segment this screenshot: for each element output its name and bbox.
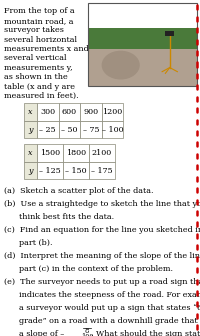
Text: (c)  Find an equation for the line you sketched in: (c) Find an equation for the line you sk… [4, 226, 200, 234]
Bar [24, 103, 37, 121]
Text: mountain road, a: mountain road, a [4, 17, 74, 25]
Text: surveyor takes: surveyor takes [4, 26, 64, 34]
Text: x: x [28, 149, 33, 157]
Text: (a)  Sketch a scatter plot of the data.: (a) Sketch a scatter plot of the data. [4, 187, 154, 196]
Bar [59, 103, 80, 121]
Bar [89, 144, 115, 162]
Text: as shown in the: as shown in the [4, 73, 68, 81]
Bar [37, 162, 63, 179]
Text: (d)  Interpret the meaning of the slope of the line in: (d) Interpret the meaning of the slope o… [4, 252, 200, 260]
Text: 8: 8 [85, 327, 89, 335]
Ellipse shape [102, 51, 140, 80]
Text: 1800: 1800 [66, 149, 86, 157]
Bar [80, 121, 102, 138]
Text: think best fits the data.: think best fits the data. [4, 213, 114, 221]
Text: measurements y,: measurements y, [4, 64, 73, 72]
Bar [24, 162, 37, 179]
Text: 600: 600 [62, 108, 77, 116]
Text: – 75: – 75 [83, 126, 99, 134]
Bar [88, 49, 197, 86]
Bar [102, 103, 123, 121]
Text: – 175: – 175 [91, 167, 113, 175]
Bar [102, 121, 123, 138]
Text: y: y [28, 167, 33, 175]
Bar [63, 144, 89, 162]
Text: indicates the steepness of the road. For example,: indicates the steepness of the road. For… [4, 291, 200, 299]
Text: grade” on a road with a downhill grade that has: grade” on a road with a downhill grade t… [4, 317, 200, 325]
Text: y: y [28, 126, 33, 134]
Text: 100: 100 [81, 333, 93, 336]
Text: – 25: – 25 [39, 126, 56, 134]
Bar [37, 103, 59, 121]
Text: several horizontal: several horizontal [4, 36, 77, 44]
Text: several vertical: several vertical [4, 54, 66, 62]
Text: measured in feet).: measured in feet). [4, 92, 79, 100]
Bar [37, 121, 59, 138]
Text: part (b).: part (b). [4, 239, 52, 247]
Text: a surveyor would put up a sign that states “8%: a surveyor would put up a sign that stat… [4, 304, 200, 312]
Text: measurements x and: measurements x and [4, 45, 89, 53]
Text: a slope of –: a slope of – [4, 330, 64, 336]
Bar [37, 144, 63, 162]
Bar [63, 162, 89, 179]
Text: table (x and y are: table (x and y are [4, 83, 75, 91]
Text: – 125: – 125 [39, 167, 61, 175]
Text: From the top of a: From the top of a [4, 7, 75, 15]
Bar [88, 28, 197, 49]
Text: x: x [28, 108, 33, 116]
Text: 900: 900 [83, 108, 99, 116]
Bar [59, 121, 80, 138]
Text: (b)  Use a straightedge to sketch the line that you: (b) Use a straightedge to sketch the lin… [4, 200, 200, 208]
Bar [88, 3, 197, 86]
Bar [24, 144, 37, 162]
Text: 1500: 1500 [40, 149, 60, 157]
Text: – 100: – 100 [102, 126, 123, 134]
Text: 1200: 1200 [102, 108, 123, 116]
Text: part (c) in the context of the problem.: part (c) in the context of the problem. [4, 265, 173, 273]
Bar [24, 121, 37, 138]
Bar [89, 162, 115, 179]
Text: 2100: 2100 [92, 149, 112, 157]
Text: . What should the sign state for: . What should the sign state for [91, 330, 200, 336]
Bar [165, 31, 174, 36]
Text: – 50: – 50 [61, 126, 78, 134]
Text: (e)  The surveyor needs to put up a road sign that: (e) The surveyor needs to put up a road … [4, 278, 200, 286]
Text: 300: 300 [40, 108, 55, 116]
Bar [88, 49, 197, 86]
Bar [80, 103, 102, 121]
Text: – 150: – 150 [65, 167, 87, 175]
